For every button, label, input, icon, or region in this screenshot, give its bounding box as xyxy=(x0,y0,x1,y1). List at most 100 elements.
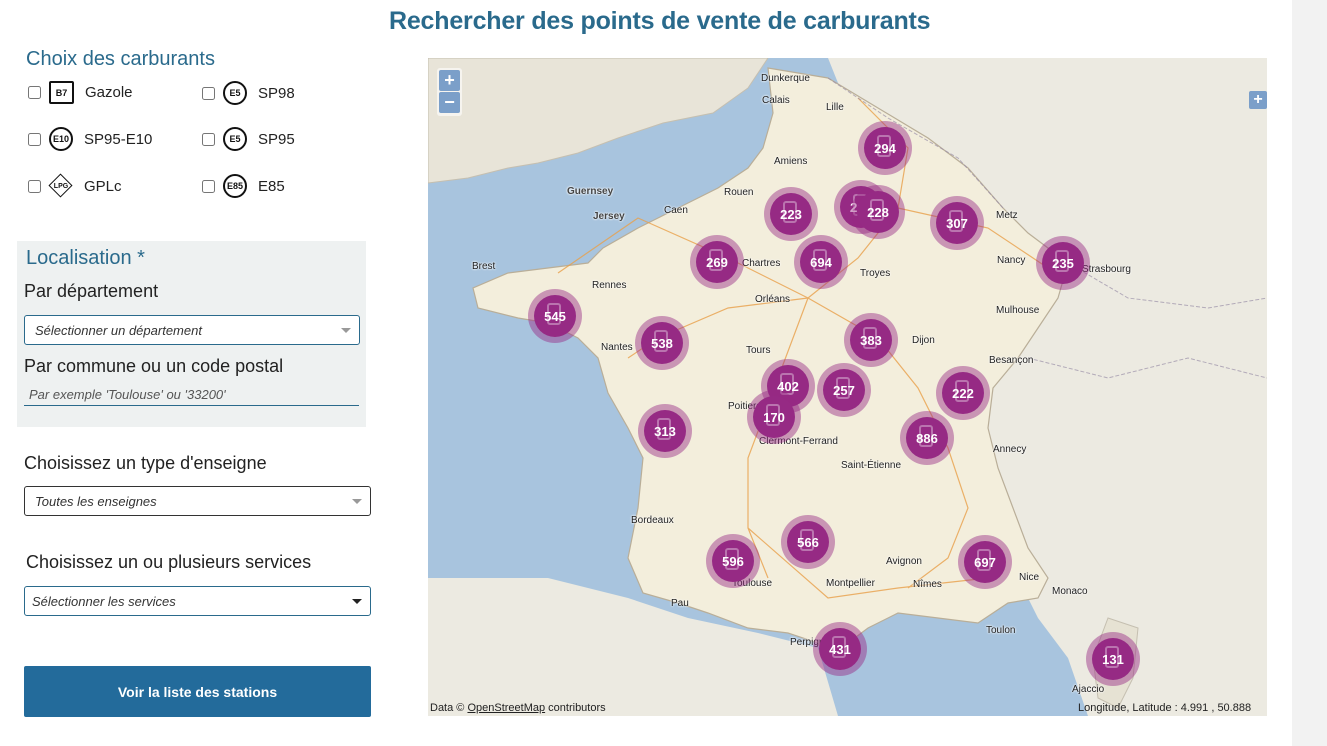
city-label: Jersey xyxy=(593,211,625,222)
location-title: Localisation * xyxy=(26,247,145,269)
city-label: Metz xyxy=(996,210,1018,221)
station-cluster[interactable]: 257 xyxy=(817,363,871,417)
fuel-label: E85 xyxy=(258,177,285,195)
station-cluster[interactable]: 235 xyxy=(1036,236,1090,290)
station-cluster[interactable]: 307 xyxy=(930,196,984,250)
fuel-option-gazole[interactable]: B7 Gazole xyxy=(28,81,133,104)
fuel-badge-icon: LPG xyxy=(48,173,73,198)
osm-link[interactable]: OpenStreetMap xyxy=(467,702,546,714)
fuel-label: SP95-E10 xyxy=(84,130,153,148)
right-gutter xyxy=(1292,0,1327,746)
brand-label: Choisissez un type d'enseigne xyxy=(24,453,267,473)
show-stations-button[interactable]: Voir la liste des stations xyxy=(24,666,371,717)
services-select[interactable]: Sélectionner les services xyxy=(24,586,371,616)
city-label: Toulon xyxy=(986,625,1016,636)
services-select-value: Sélectionner les services xyxy=(32,593,176,609)
chevron-down-icon xyxy=(352,599,362,604)
department-select-value: Sélectionner un département xyxy=(35,322,202,338)
commune-input[interactable] xyxy=(24,384,359,406)
station-cluster[interactable]: 228 xyxy=(851,185,905,239)
fuel-badge-icon: E5 xyxy=(223,127,247,151)
city-label: Rennes xyxy=(592,280,627,291)
fuel-checkbox-sp95[interactable] xyxy=(202,132,215,146)
layers-toggle-button[interactable]: + xyxy=(1249,91,1267,109)
city-label: Bordeaux xyxy=(631,515,674,526)
fuel-label: SP95 xyxy=(258,130,295,148)
fuel-checkbox-gazole[interactable] xyxy=(28,86,41,99)
fuel-option-gplc[interactable]: LPG GPLc xyxy=(28,173,122,198)
city-label: Brest xyxy=(472,261,496,272)
station-cluster[interactable]: 697 xyxy=(958,535,1012,589)
city-label: Chartres xyxy=(742,258,781,269)
zoom-out-button[interactable]: − xyxy=(439,92,460,113)
station-cluster[interactable]: 170 xyxy=(747,390,801,444)
city-label: Annecy xyxy=(993,444,1027,455)
fuel-checkbox-sp98[interactable] xyxy=(202,86,215,100)
fuel-checkbox-e85[interactable] xyxy=(202,179,215,193)
fuel-badge-icon: E10 xyxy=(49,127,73,151)
chevron-down-icon xyxy=(341,328,351,333)
fuel-label: GPLc xyxy=(84,177,122,195)
city-label: Ajaccio xyxy=(1072,684,1105,695)
fuel-label: Gazole xyxy=(85,84,133,101)
chevron-down-icon xyxy=(352,499,362,504)
city-label: Besançon xyxy=(989,355,1034,366)
city-label: Saint-Étienne xyxy=(841,460,902,471)
fuel-option-sp95[interactable]: E5 SP95 xyxy=(202,127,295,151)
brand-select[interactable]: Toutes les enseignes xyxy=(24,486,371,516)
city-label: Caen xyxy=(664,205,688,216)
city-label: Strasbourg xyxy=(1082,264,1131,275)
station-cluster[interactable]: 566 xyxy=(781,515,835,569)
fuel-label: SP98 xyxy=(258,84,295,102)
station-cluster[interactable]: 222 xyxy=(936,366,990,420)
station-cluster[interactable]: 538 xyxy=(635,316,689,370)
city-label: Tours xyxy=(746,345,771,356)
fuel-checkbox-sp95-e10[interactable] xyxy=(28,132,41,146)
station-cluster[interactable]: 431 xyxy=(813,622,867,676)
city-label: Nîmes xyxy=(913,579,942,590)
city-label: Pau xyxy=(671,598,689,609)
city-label: Calais xyxy=(762,95,790,106)
fuel-checkbox-gplc[interactable] xyxy=(28,179,41,193)
station-cluster[interactable]: 545 xyxy=(528,289,582,343)
city-label: Avignon xyxy=(886,556,922,567)
city-label: Orléans xyxy=(755,294,791,305)
station-cluster[interactable]: 886 xyxy=(900,411,954,465)
city-label: Nancy xyxy=(997,255,1026,266)
city-label: Lille xyxy=(826,102,844,113)
city-label: Amiens xyxy=(774,156,808,167)
fuel-badge-icon: E5 xyxy=(223,81,247,105)
page-title: Rechercher des points de vente de carbur… xyxy=(389,7,931,35)
department-select[interactable]: Sélectionner un département xyxy=(24,315,360,345)
city-label: Dijon xyxy=(912,335,935,346)
city-label: Troyes xyxy=(860,268,891,279)
services-label: Choisissez un ou plusieurs services xyxy=(26,552,312,572)
city-label: Guernsey xyxy=(567,186,614,197)
station-cluster[interactable]: 694 xyxy=(794,235,848,289)
station-cluster[interactable]: 383 xyxy=(844,313,898,367)
city-label: Nice xyxy=(1019,572,1040,583)
brand-select-value: Toutes les enseignes xyxy=(35,493,157,509)
zoom-in-button[interactable]: + xyxy=(439,70,460,91)
station-cluster[interactable]: 131 xyxy=(1086,632,1140,686)
city-label: Dunkerque xyxy=(761,73,810,84)
station-cluster[interactable]: 596 xyxy=(706,534,760,588)
city-label: Rouen xyxy=(724,187,754,198)
fuel-option-sp95-e10[interactable]: E10 SP95-E10 xyxy=(28,127,152,151)
fuel-option-sp98[interactable]: E5 SP98 xyxy=(202,81,295,105)
fuels-title: Choix des carburants xyxy=(26,48,215,70)
station-cluster[interactable]: 269 xyxy=(690,235,744,289)
map-attribution: Data © OpenStreetMap contributors xyxy=(430,702,606,714)
city-label: Monaco xyxy=(1052,586,1088,597)
station-cluster[interactable]: 313 xyxy=(638,404,692,458)
city-label: Montpellier xyxy=(826,578,875,589)
city-label: Mulhouse xyxy=(996,305,1040,316)
city-label: Nantes xyxy=(601,342,633,353)
city-label: Perpignan xyxy=(790,637,836,648)
station-cluster[interactable]: 223 xyxy=(764,187,818,241)
mouse-coordinates: Longitude, Latitude : 4.991 , 50.888 xyxy=(1078,702,1252,714)
station-cluster[interactable]: 294 xyxy=(858,121,912,175)
zoom-control: + − xyxy=(437,68,462,116)
fuel-option-e85[interactable]: E85 E85 xyxy=(202,174,285,198)
city-label: Poitiers xyxy=(728,401,762,412)
